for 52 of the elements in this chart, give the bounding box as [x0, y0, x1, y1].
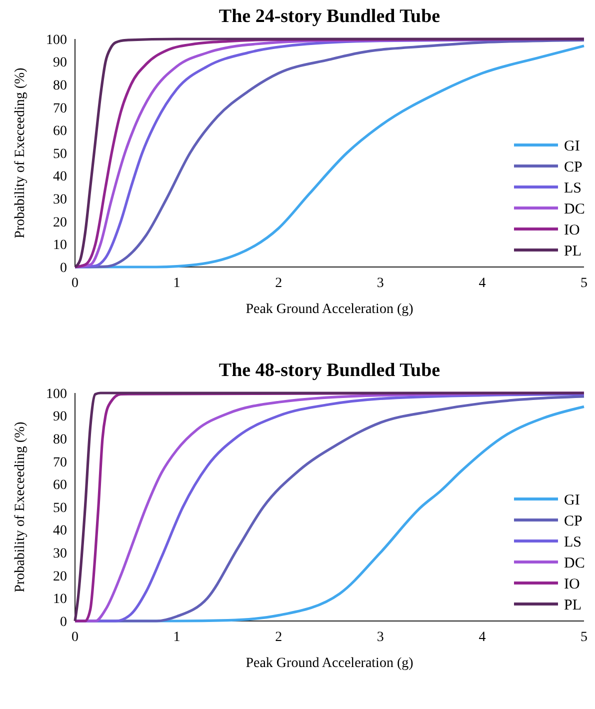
- legend-label: CP: [564, 513, 582, 530]
- x-tick-label: 4: [478, 630, 486, 645]
- x-tick-label: 5: [580, 276, 588, 291]
- legend-label: CP: [564, 159, 582, 176]
- y-axis-title: Probability of Execeeding (%): [13, 421, 28, 592]
- y-tick-label: 20: [53, 215, 67, 230]
- y-tick-label: 100: [46, 386, 67, 402]
- y-tick-label: 100: [46, 32, 67, 48]
- y-tick-label: 0: [60, 614, 67, 630]
- y-tick-label: 50: [53, 500, 67, 516]
- x-tick-label: 2: [275, 630, 282, 645]
- legend-label: DC: [564, 201, 585, 218]
- legend-label: LS: [564, 534, 582, 550]
- y-tick-label: 30: [53, 546, 67, 562]
- x-axis-title: Peak Ground Acceleration (g): [246, 656, 414, 671]
- x-tick-label: 3: [376, 276, 384, 291]
- x-tick-label: 1: [173, 276, 180, 291]
- chart-title: The 48-story Bundled Tube: [218, 360, 440, 381]
- x-tick-label: 4: [478, 276, 486, 291]
- y-tick-label: 40: [53, 170, 67, 185]
- x-axis-title: Peak Ground Acceleration (g): [246, 302, 414, 317]
- legend-label: LS: [564, 180, 582, 196]
- x-tick-label: 1: [173, 630, 180, 645]
- legend-label: GI: [564, 492, 580, 508]
- x-tick-label: 0: [72, 630, 78, 645]
- x-tick-label: 2: [275, 276, 282, 291]
- legend-label: PL: [564, 597, 582, 614]
- x-tick-label: 3: [376, 630, 384, 645]
- x-tick-label: 5: [580, 630, 588, 645]
- chart-title: The 24-story Bundled Tube: [218, 6, 440, 27]
- y-tick-label: 80: [53, 78, 67, 94]
- y-tick-label: 90: [53, 410, 67, 425]
- y-tick-label: 20: [53, 569, 67, 584]
- legend-label: IO: [564, 576, 580, 592]
- y-tick-label: 10: [53, 592, 67, 608]
- y-tick-label: 50: [53, 146, 67, 162]
- legend-label: PL: [564, 243, 582, 260]
- y-tick-label: 90: [53, 56, 67, 71]
- y-tick-label: 10: [53, 238, 67, 254]
- y-tick-label: 80: [53, 432, 67, 448]
- y-tick-label: 60: [53, 478, 67, 494]
- legend-label: DC: [564, 555, 585, 572]
- y-axis-title: Probability of Execeeding (%): [13, 67, 28, 238]
- y-tick-label: 60: [53, 124, 67, 140]
- y-tick-label: 30: [53, 192, 67, 208]
- y-tick-label: 70: [53, 455, 67, 470]
- x-tick-label: 0: [72, 276, 78, 291]
- y-tick-label: 0: [60, 260, 67, 276]
- legend-label: GI: [564, 138, 580, 154]
- y-tick-label: 70: [53, 101, 67, 116]
- legend-label: IO: [564, 222, 580, 238]
- y-tick-label: 40: [53, 524, 67, 539]
